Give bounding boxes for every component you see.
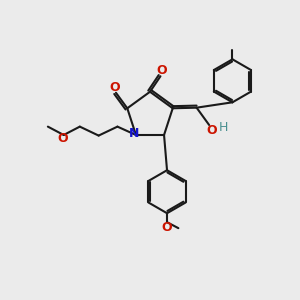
Text: O: O [157,64,167,77]
Text: O: O [58,132,68,146]
Text: O: O [162,221,172,234]
Text: H: H [219,122,228,134]
Text: N: N [129,127,140,140]
Text: O: O [109,81,120,94]
Text: O: O [207,124,218,137]
